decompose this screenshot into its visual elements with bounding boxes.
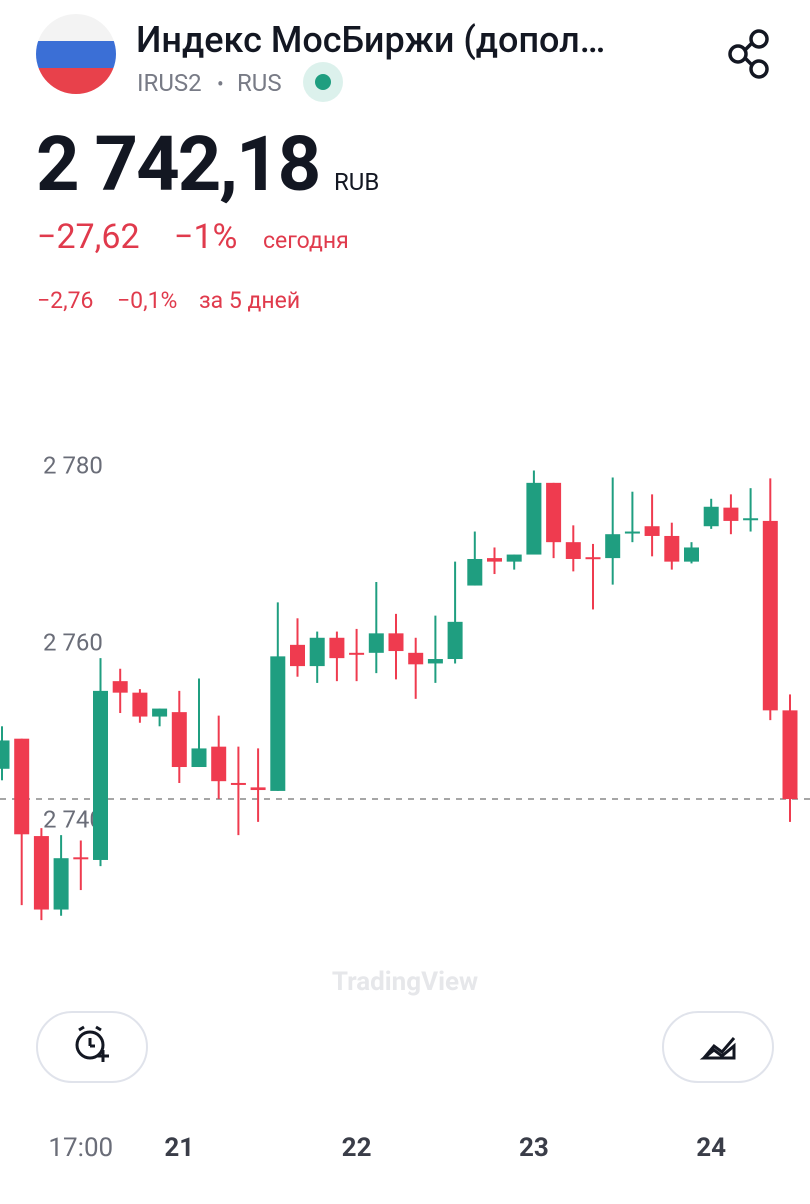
candle-body — [605, 534, 621, 559]
candle-body — [546, 482, 562, 543]
candle-body — [506, 554, 522, 562]
candle-body — [664, 535, 680, 562]
candle-body — [585, 557, 601, 560]
candle-body — [703, 506, 719, 527]
candle-body — [408, 652, 424, 665]
candle-body — [329, 637, 345, 659]
candle-body — [112, 681, 128, 693]
watermark: TradingView — [332, 967, 478, 997]
candle-body — [447, 621, 463, 660]
chart-type-button[interactable] — [662, 1011, 774, 1083]
separator: • — [217, 72, 224, 96]
candle-body — [230, 782, 246, 785]
candle-body — [487, 558, 502, 562]
candle-body — [644, 526, 660, 536]
candle-body — [743, 518, 759, 521]
candle-body — [171, 712, 187, 768]
alert-icon — [75, 1025, 109, 1062]
candle-body — [368, 633, 384, 653]
chart-type-icon — [699, 1037, 736, 1060]
x-tick-label: 22 — [342, 1133, 372, 1163]
candle-body — [467, 558, 483, 586]
y-tick-label: 2 760 — [43, 628, 103, 656]
price: 2 742,18 — [36, 119, 319, 209]
candle-body — [0, 740, 10, 769]
candle-body — [132, 692, 148, 717]
candle-body — [526, 482, 542, 555]
y-tick-label: 2 780 — [43, 451, 103, 479]
y-tick-label: 2 740 — [43, 805, 103, 833]
market: RUS — [237, 69, 282, 97]
ticker: IRUS2 — [137, 69, 202, 97]
title: Индекс МосБиржи (допол… — [136, 19, 605, 61]
candle-body — [14, 738, 30, 835]
change-5d-pct: −0,1% — [117, 287, 177, 314]
candle-body — [388, 633, 404, 652]
share-button[interactable] — [728, 29, 769, 79]
chart: 2 740 2 760 2 780 — [0, 451, 810, 921]
x-tick-label: 24 — [696, 1133, 726, 1163]
x-tick-label: 21 — [164, 1133, 194, 1163]
candle-body — [762, 520, 778, 711]
candle-body — [565, 542, 581, 559]
candle-body — [73, 857, 89, 860]
change-today: −27,62 — [37, 217, 140, 257]
candle-body — [427, 659, 443, 664]
candle-body — [723, 507, 739, 521]
today-label: сегодня — [263, 227, 349, 254]
candle-body — [250, 787, 266, 791]
candle-body — [309, 637, 325, 667]
change-5d: −2,76 — [37, 287, 93, 314]
period-label: за 5 дней — [199, 287, 300, 314]
candle-body — [684, 547, 699, 562]
candle-body — [93, 690, 108, 860]
candle-body — [349, 652, 365, 655]
x-tick-label: 17:00 — [48, 1133, 113, 1163]
candle-body — [33, 836, 49, 910]
candle-body — [191, 748, 207, 768]
candle-body — [782, 710, 798, 800]
candle-body — [152, 708, 168, 717]
flag-icon — [36, 14, 116, 94]
currency: RUB — [334, 168, 379, 196]
change-today-pct: −1% — [174, 217, 237, 257]
x-tick-label: 23 — [519, 1133, 549, 1163]
candle-body — [211, 746, 227, 782]
candle-body — [270, 656, 286, 791]
status-dot — [315, 74, 331, 90]
candle-body — [290, 644, 305, 667]
candle-body — [624, 531, 640, 534]
candle-body — [53, 858, 69, 910]
